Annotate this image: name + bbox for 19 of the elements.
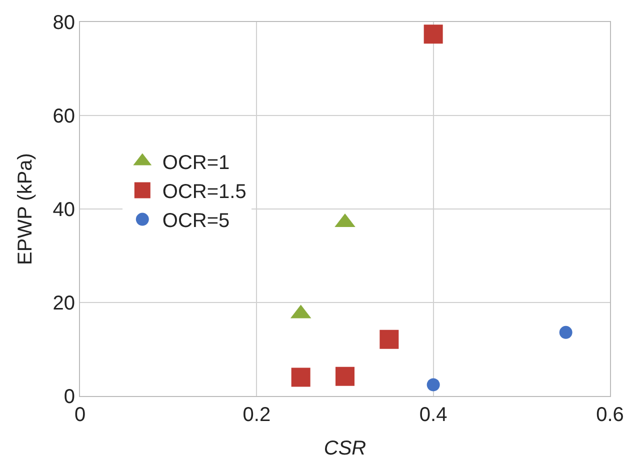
y-tick-label: 0	[64, 386, 75, 408]
x-tick-label: 0.2	[242, 404, 271, 426]
legend-label: OCR=1	[162, 152, 230, 174]
y-tick-label: 80	[52, 12, 75, 34]
legend-label: OCR=1.5	[162, 181, 246, 204]
point	[424, 24, 443, 44]
legend-label: OCR=5	[162, 210, 230, 232]
y-tick-label: 40	[52, 199, 75, 221]
point	[291, 368, 310, 387]
y-tick-label: 20	[52, 292, 75, 314]
x-tick-label: 0.4	[419, 404, 448, 426]
x-tick-label: 0.6	[596, 404, 624, 426]
y-tick-label: 60	[52, 106, 75, 128]
point	[336, 366, 354, 386]
x-axis-title: CSR	[324, 438, 366, 460]
point	[426, 378, 440, 392]
point	[380, 330, 399, 349]
y-axis-title: EPWP (kPa)	[14, 153, 36, 265]
point	[559, 326, 572, 339]
